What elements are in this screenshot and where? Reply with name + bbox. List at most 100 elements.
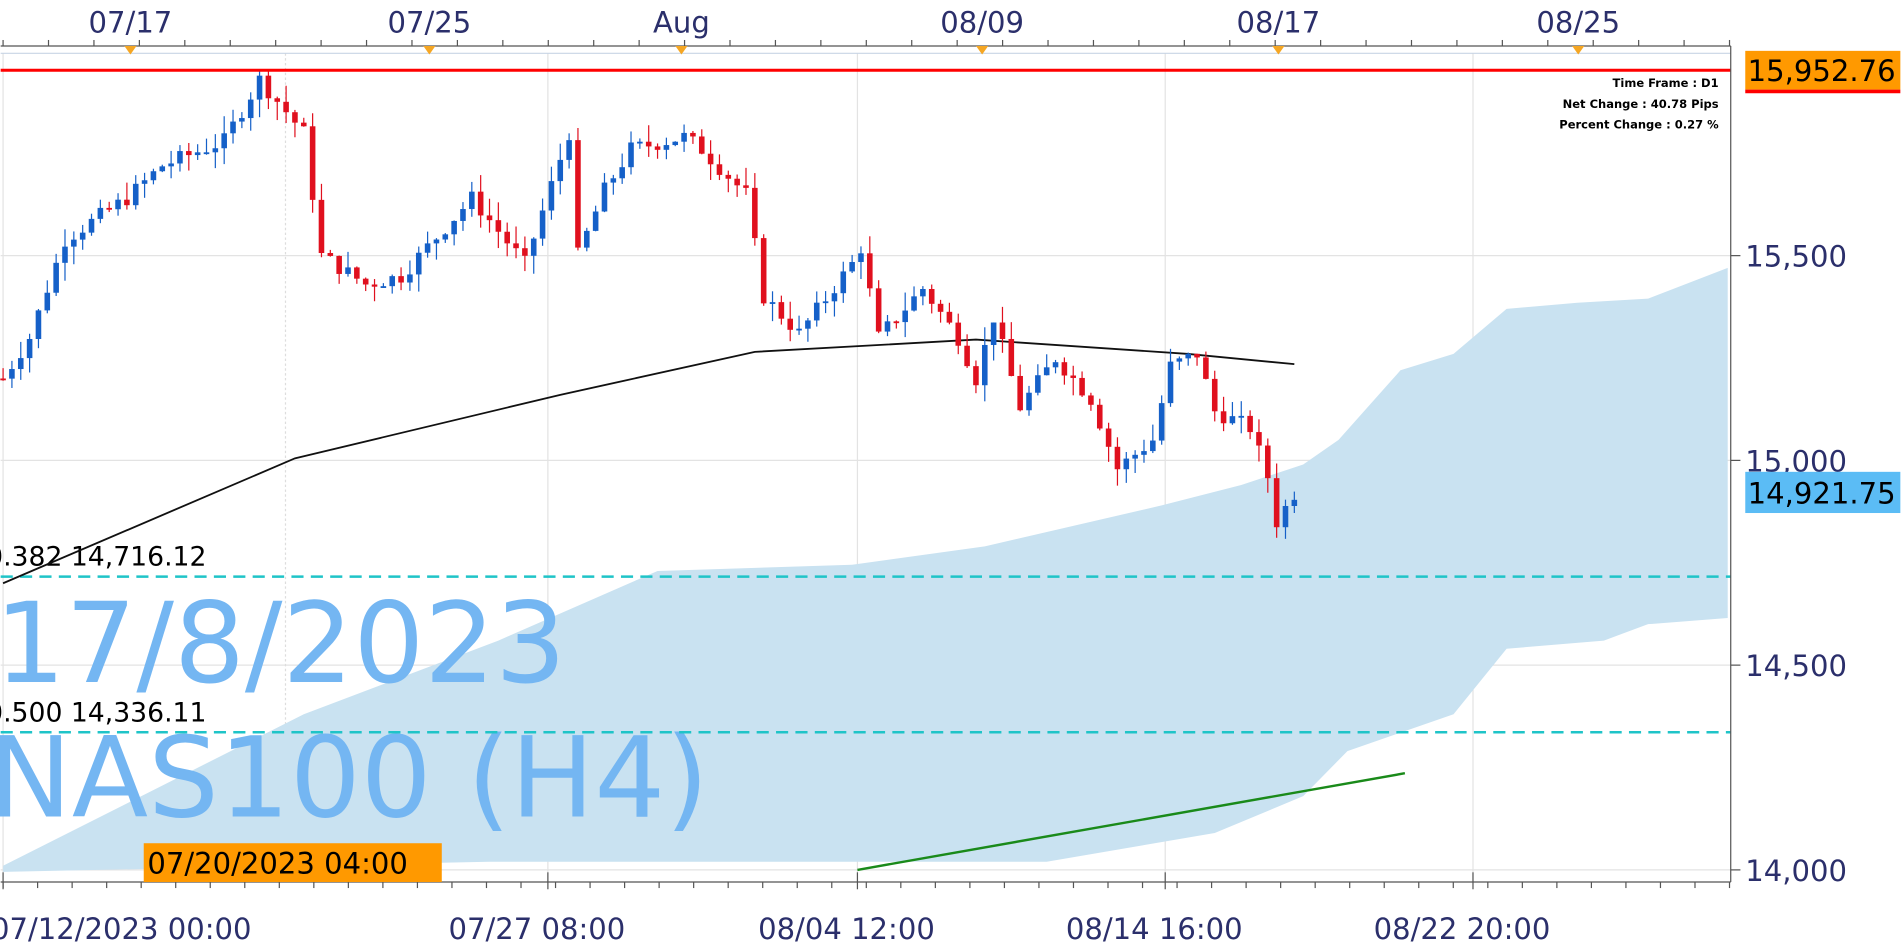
watermark-date: 17/8/2023 — [0, 580, 566, 709]
current-price-tag: 14,921.75 — [1745, 471, 1901, 514]
candle — [928, 289, 935, 304]
candle — [884, 321, 891, 332]
top-axis-label: Aug — [653, 6, 710, 40]
current-price-label: 14,921.75 — [1748, 476, 1896, 510]
candle — [1194, 353, 1200, 358]
candle — [1114, 446, 1121, 470]
candle — [654, 146, 661, 150]
candle — [415, 252, 422, 275]
candle — [256, 75, 263, 100]
top-axis-label: 08/17 — [1237, 6, 1321, 40]
candle — [115, 199, 121, 210]
candle — [796, 328, 802, 331]
crosshair-time-tag: 07/20/2023 04:00 — [143, 843, 442, 882]
bottom-axis-label: 08/14 16:00 — [1066, 912, 1243, 945]
candle — [451, 220, 457, 235]
candle — [212, 148, 219, 153]
time-frame: Time Frame : D1 — [1613, 76, 1719, 90]
candle — [1229, 416, 1236, 424]
candle — [1096, 404, 1103, 429]
price-axis-label: 15,500 — [1745, 240, 1847, 274]
candle — [124, 199, 130, 206]
candle — [1141, 451, 1147, 455]
candle — [849, 262, 855, 272]
candle — [194, 152, 201, 156]
candle — [1088, 395, 1094, 405]
candle — [106, 207, 112, 210]
marker-icon — [976, 46, 989, 55]
candle — [955, 322, 962, 346]
trendline[interactable] — [857, 772, 1406, 872]
candle — [1211, 378, 1218, 412]
bottom-axis-label: 08/04 12:00 — [758, 912, 935, 945]
candle — [557, 159, 564, 182]
candle — [716, 164, 723, 175]
candle — [186, 151, 192, 156]
candle — [822, 301, 829, 304]
candle — [1079, 377, 1085, 396]
candle — [300, 122, 307, 127]
candle — [920, 289, 926, 297]
candle — [601, 182, 608, 212]
crosshair-time-label: 07/20/2023 04:00 — [147, 847, 408, 881]
candle — [79, 232, 86, 240]
candle — [495, 220, 502, 232]
candle — [9, 369, 15, 379]
candle — [1158, 403, 1165, 441]
fib-label-0.500: 0.500 14,336.11 — [0, 697, 206, 728]
top-axis-label: 08/25 — [1536, 6, 1620, 40]
candle — [1167, 361, 1174, 404]
candle — [504, 231, 510, 244]
candle — [628, 142, 634, 168]
candle — [875, 288, 882, 332]
candle — [681, 132, 687, 142]
candle — [707, 153, 714, 165]
candle — [805, 320, 811, 329]
candle — [486, 215, 493, 221]
candle — [530, 238, 537, 256]
candle — [893, 321, 900, 324]
watermark-symbol: NAS100 (H4) — [0, 715, 709, 844]
candle — [53, 262, 59, 293]
candle — [1061, 362, 1068, 376]
candle — [760, 238, 767, 304]
candle — [937, 303, 944, 312]
candle — [1123, 458, 1130, 470]
candle — [672, 141, 679, 146]
candle — [132, 183, 139, 206]
candle — [513, 243, 519, 249]
candle — [327, 253, 334, 256]
fib-label-0.382: 0.382 14,716.12 — [0, 542, 206, 573]
candle — [424, 243, 431, 253]
candle — [292, 112, 298, 123]
candle — [380, 286, 387, 288]
top-axis-label: 08/09 — [940, 6, 1024, 40]
marker-icon — [423, 46, 436, 55]
candle — [831, 293, 838, 302]
candle — [362, 278, 369, 285]
candle — [946, 311, 953, 323]
candle — [203, 152, 210, 155]
candle — [787, 318, 793, 330]
candle — [1017, 375, 1023, 411]
marker-icon — [1572, 46, 1585, 55]
candle — [743, 185, 749, 188]
candle — [1238, 415, 1245, 418]
candle — [610, 178, 617, 183]
candle — [619, 167, 625, 179]
candle — [566, 140, 572, 160]
candle — [734, 178, 740, 186]
candle — [584, 230, 590, 248]
fib-levels: 0.382 14,716.12 0.500 14,336.11 — [0, 542, 1731, 734]
candle — [1176, 358, 1183, 362]
candle — [645, 141, 652, 147]
top-axis-label: 07/17 — [89, 6, 173, 40]
candle — [575, 140, 581, 248]
candle — [1247, 415, 1253, 433]
candle — [778, 302, 785, 319]
marker-icon — [124, 46, 137, 55]
candle — [345, 267, 351, 274]
candle — [1026, 392, 1032, 411]
